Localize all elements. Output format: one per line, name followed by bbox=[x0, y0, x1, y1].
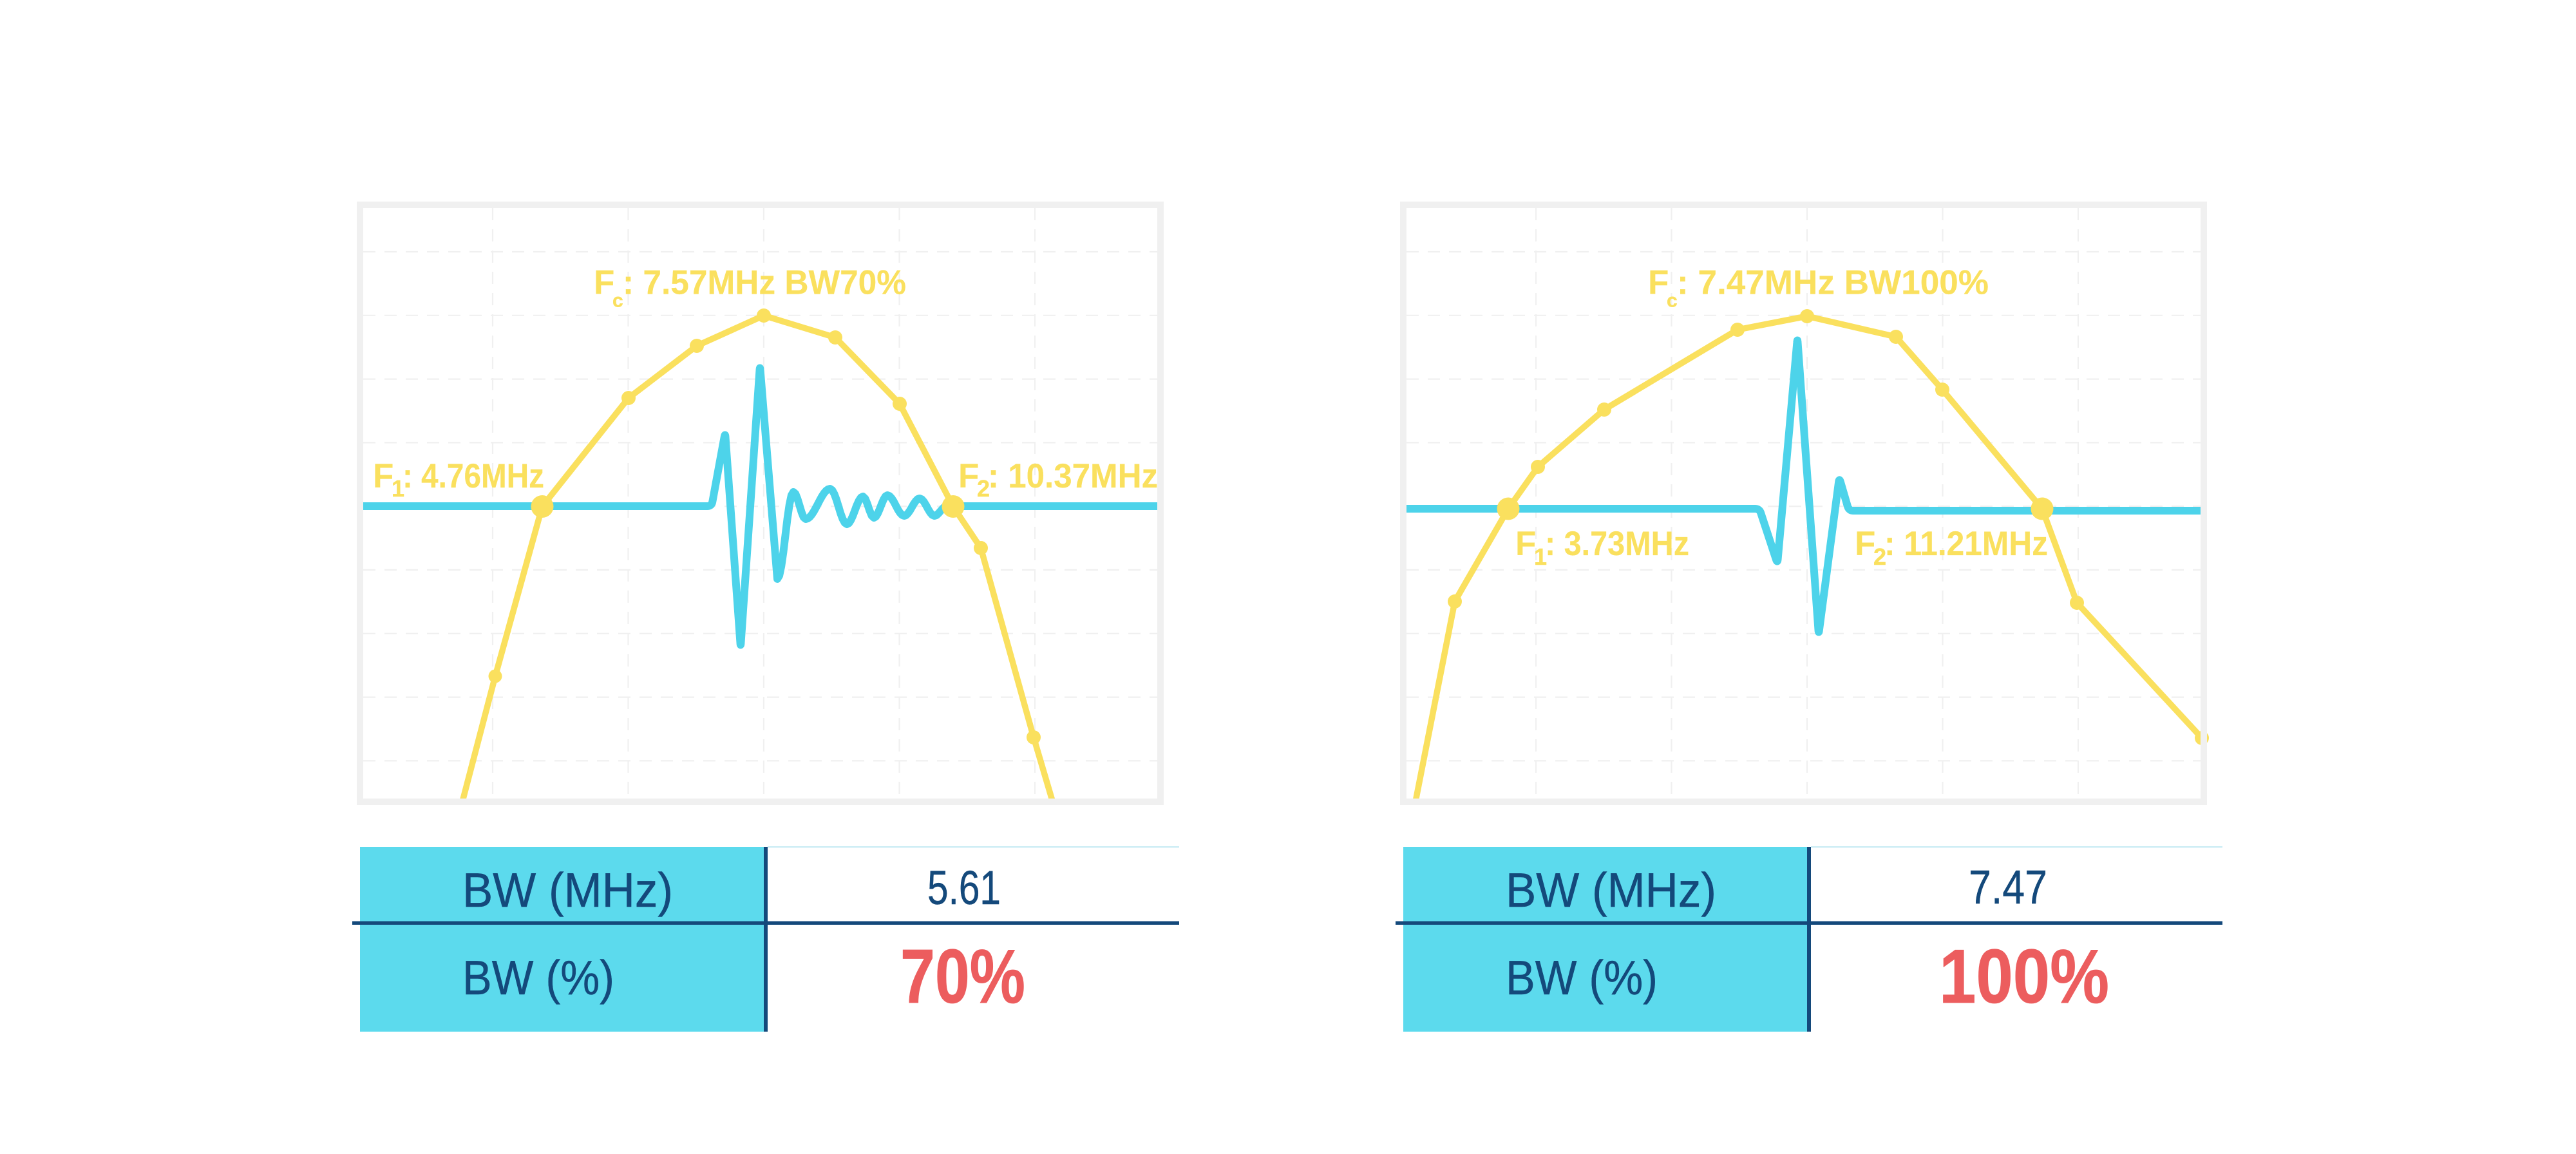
svg-text:: 7.47MHz BW100%: : 7.47MHz BW100% bbox=[1677, 264, 1989, 302]
svg-text:: 7.57MHz BW70%: : 7.57MHz BW70% bbox=[623, 264, 906, 302]
svg-text:5.61: 5.61 bbox=[927, 861, 1001, 914]
svg-text:BW (MHz): BW (MHz) bbox=[462, 863, 673, 917]
svg-text:: 11.21MHz: : 11.21MHz bbox=[1884, 525, 2048, 563]
svg-text:BW (%): BW (%) bbox=[1506, 951, 1658, 1005]
svg-text:: 10.37MHz: : 10.37MHz bbox=[988, 457, 1158, 495]
svg-text:c: c bbox=[612, 290, 623, 312]
svg-text:c: c bbox=[1667, 290, 1678, 312]
svg-text:F: F bbox=[1515, 525, 1536, 563]
svg-text:BW (%): BW (%) bbox=[462, 951, 614, 1005]
svg-text:F: F bbox=[1855, 525, 1875, 563]
svg-text:7.47: 7.47 bbox=[1969, 860, 2047, 914]
svg-text:: 3.73MHz: : 3.73MHz bbox=[1545, 525, 1689, 563]
svg-text:: 4.76MHz: : 4.76MHz bbox=[402, 457, 544, 495]
svg-text:F: F bbox=[958, 457, 979, 495]
svg-text:BW (MHz): BW (MHz) bbox=[1506, 863, 1716, 917]
svg-text:F: F bbox=[594, 264, 614, 302]
svg-text:70%: 70% bbox=[900, 934, 1025, 1019]
svg-text:1: 1 bbox=[392, 475, 404, 502]
svg-text:100%: 100% bbox=[1939, 934, 2109, 1019]
svg-text:F: F bbox=[373, 457, 393, 495]
svg-text:F: F bbox=[1648, 264, 1669, 302]
svg-text:2: 2 bbox=[977, 475, 990, 502]
svg-text:2: 2 bbox=[1873, 544, 1886, 570]
svg-text:1: 1 bbox=[1534, 544, 1547, 570]
